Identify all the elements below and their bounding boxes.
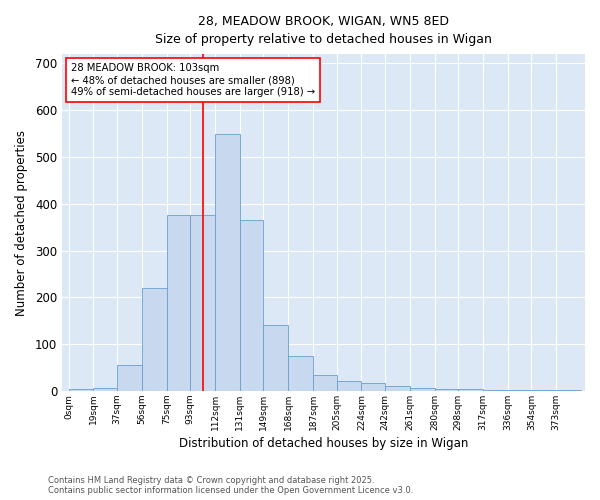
Bar (190, 216, 215, 391)
Bar (167, 216, 190, 391)
Bar (508, 390, 532, 391)
Bar (215, 134, 240, 391)
Bar (434, 388, 458, 391)
Bar (361, 384, 385, 391)
Bar (313, 374, 337, 391)
Bar (288, 356, 313, 391)
Bar (337, 380, 361, 391)
Bar (385, 386, 410, 391)
Bar (94, 388, 117, 391)
X-axis label: Distribution of detached houses by size in Wigan: Distribution of detached houses by size … (179, 437, 468, 450)
Title: 28, MEADOW BROOK, WIGAN, WN5 8ED
Size of property relative to detached houses in: 28, MEADOW BROOK, WIGAN, WN5 8ED Size of… (155, 15, 492, 46)
Bar (117, 365, 142, 391)
Text: 28 MEADOW BROOK: 103sqm
← 48% of detached houses are smaller (898)
49% of semi-d: 28 MEADOW BROOK: 103sqm ← 48% of detache… (71, 64, 316, 96)
Y-axis label: Number of detached properties: Number of detached properties (15, 130, 28, 316)
Text: Contains HM Land Registry data © Crown copyright and database right 2025.
Contai: Contains HM Land Registry data © Crown c… (48, 476, 413, 495)
Bar (263, 326, 288, 391)
Bar (68, 390, 94, 391)
Bar (483, 390, 508, 391)
Bar (410, 388, 434, 391)
Bar (240, 220, 263, 391)
Bar (142, 288, 167, 391)
Bar (458, 389, 483, 391)
